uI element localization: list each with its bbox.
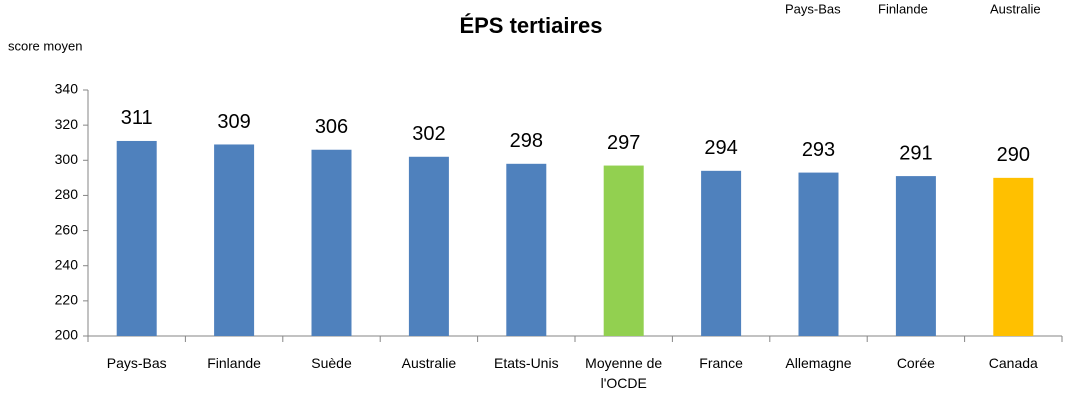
bar bbox=[408, 156, 449, 336]
y-tick-label: 340 bbox=[55, 81, 79, 97]
y-tick-label: 320 bbox=[55, 116, 79, 132]
y-tick-label: 300 bbox=[55, 151, 79, 167]
bar bbox=[798, 172, 839, 336]
value-label: 302 bbox=[412, 123, 445, 145]
value-label: 309 bbox=[217, 111, 250, 133]
annotation: Australie bbox=[990, 1, 1041, 16]
x-tick-label: Suède bbox=[311, 355, 352, 371]
value-label: 297 bbox=[607, 132, 640, 154]
bar bbox=[701, 170, 742, 336]
y-axis-title: score moyen bbox=[8, 38, 82, 53]
bar bbox=[895, 176, 936, 336]
x-tick-label: Canada bbox=[988, 355, 1038, 371]
y-tick-label: 200 bbox=[55, 327, 79, 343]
value-label: 294 bbox=[704, 137, 737, 159]
x-tick-label: Allemagne bbox=[785, 355, 852, 371]
value-label: 306 bbox=[315, 116, 348, 138]
x-tick-label: Moyenne de l'OCDE bbox=[585, 355, 663, 391]
x-tick-label: Corée bbox=[896, 355, 935, 371]
value-label: 291 bbox=[899, 142, 932, 164]
bar bbox=[993, 177, 1034, 336]
annotation: Finlande bbox=[878, 1, 928, 16]
y-tick-label: 280 bbox=[55, 186, 79, 202]
bar bbox=[506, 163, 547, 336]
value-label: 293 bbox=[802, 139, 835, 161]
x-tick-label: Australie bbox=[401, 355, 457, 371]
x-tick-label: Pays-Bas bbox=[106, 355, 167, 371]
bar bbox=[116, 140, 157, 336]
chart-title: ÉPS tertiaires bbox=[459, 13, 602, 38]
x-tick-label: France bbox=[699, 355, 743, 371]
x-tick-label: Finlande bbox=[207, 355, 261, 371]
y-tick-label: 220 bbox=[55, 292, 79, 308]
bar bbox=[214, 144, 255, 336]
value-label: 298 bbox=[510, 130, 543, 152]
x-tick-label: Etats-Unis bbox=[494, 355, 559, 371]
bar bbox=[603, 165, 644, 336]
value-label: 290 bbox=[997, 144, 1030, 166]
annotation: Pays-Bas bbox=[785, 1, 841, 16]
y-tick-label: 260 bbox=[55, 221, 79, 237]
value-label: 311 bbox=[121, 107, 153, 129]
bar bbox=[311, 149, 352, 336]
y-tick-label: 240 bbox=[55, 256, 79, 272]
